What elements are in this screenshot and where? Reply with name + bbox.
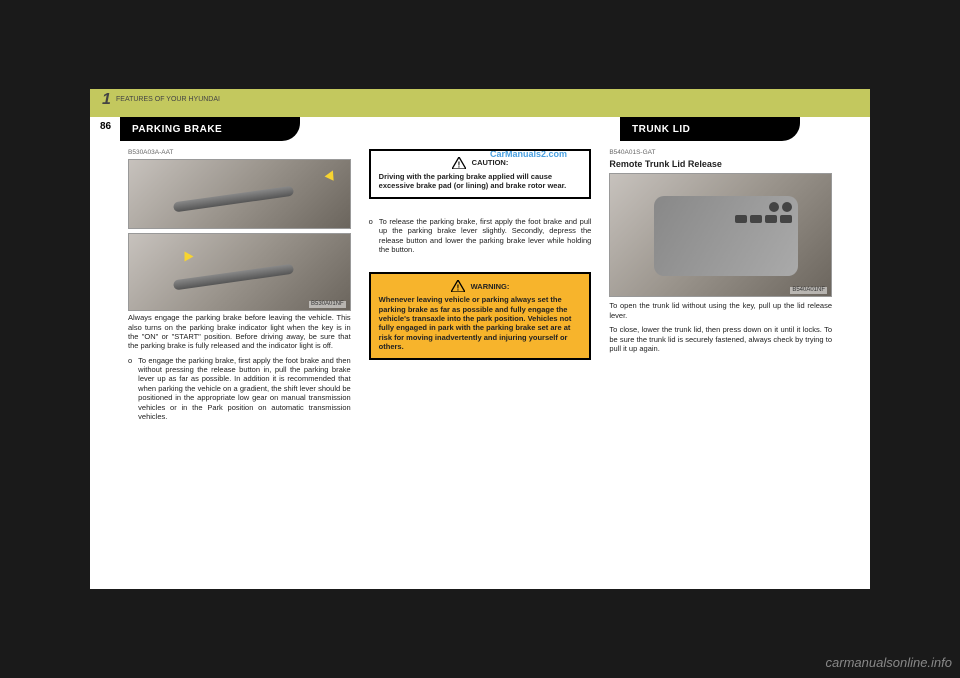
warning-header: ! WARNING:: [379, 280, 582, 292]
header-band: 1 FEATURES OF YOUR HYUNDAI: [90, 89, 870, 117]
bullet-text: To engage the parking brake, first apply…: [138, 356, 351, 422]
bullet-marker: o: [128, 356, 132, 422]
brake-lever: [173, 264, 295, 291]
caution-header: ! CAUTION:: [379, 157, 582, 169]
svg-text:!: !: [456, 284, 459, 293]
caution-box: ! CAUTION: Driving with the parking brak…: [369, 149, 592, 199]
column-3: B540A01S-GAT Remote Trunk Lid Release B5…: [609, 149, 832, 577]
arrow-icon: [185, 252, 194, 262]
section-title-parking-brake: PARKING BRAKE: [120, 117, 300, 141]
chapter-label: FEATURES OF YOUR HYUNDAI: [116, 96, 220, 103]
parking-brake-photo-2: B530A01NF: [128, 233, 351, 311]
photo-label: B540A01NF: [790, 287, 827, 295]
paragraph: Always engage the parking brake before l…: [128, 313, 351, 351]
subtitle: Remote Trunk Lid Release: [609, 159, 832, 170]
svg-text:!: !: [457, 161, 460, 170]
paragraph: To open the trunk lid without using the …: [609, 301, 832, 320]
alert-icon: !: [451, 280, 465, 292]
bullet-marker: o: [369, 217, 373, 255]
bullet-text: To release the parking brake, first appl…: [379, 217, 592, 255]
bullet-item: o To engage the parking brake, first app…: [128, 356, 351, 422]
photo-label: B530A01NF: [309, 301, 346, 309]
door-panel: [654, 196, 797, 275]
brake-lever: [173, 186, 295, 213]
title-text: TRUNK LID: [632, 124, 690, 135]
bullet-item: o To release the parking brake, first ap…: [369, 217, 592, 255]
parking-brake-photo-1: [128, 159, 351, 229]
warning-body: Whenever leaving vehicle or parking alwa…: [379, 295, 582, 351]
warning-box: ! WARNING: Whenever leaving vehicle or p…: [369, 272, 592, 359]
manual-page: 1 FEATURES OF YOUR HYUNDAI 86 PARKING BR…: [90, 89, 870, 589]
column-2: ! CAUTION: Driving with the parking brak…: [369, 149, 592, 577]
ref-code: B530A03A-AAT: [128, 149, 351, 157]
ref-code: B540A01S-GAT: [609, 149, 832, 157]
caution-title: CAUTION:: [472, 158, 509, 167]
title-text: PARKING BRAKE: [132, 124, 222, 135]
caution-body: Driving with the parking brake applied w…: [379, 172, 582, 191]
trunk-release-photo: B540A01NF: [609, 173, 832, 297]
section-title-trunk-lid: TRUNK LID: [620, 117, 800, 141]
arrow-icon: [324, 168, 337, 180]
column-1: B530A03A-AAT B530A01NF Always engage the…: [128, 149, 351, 577]
page-number: 86: [100, 121, 111, 132]
warning-title: WARNING:: [471, 282, 510, 291]
body-columns: B530A03A-AAT B530A01NF Always engage the…: [128, 149, 832, 577]
alert-icon: !: [452, 157, 466, 169]
paragraph: To close, lower the trunk lid, then pres…: [609, 325, 832, 353]
chapter-number: 1: [102, 91, 111, 109]
footer-watermark: carmanualsonline.info: [826, 655, 952, 670]
